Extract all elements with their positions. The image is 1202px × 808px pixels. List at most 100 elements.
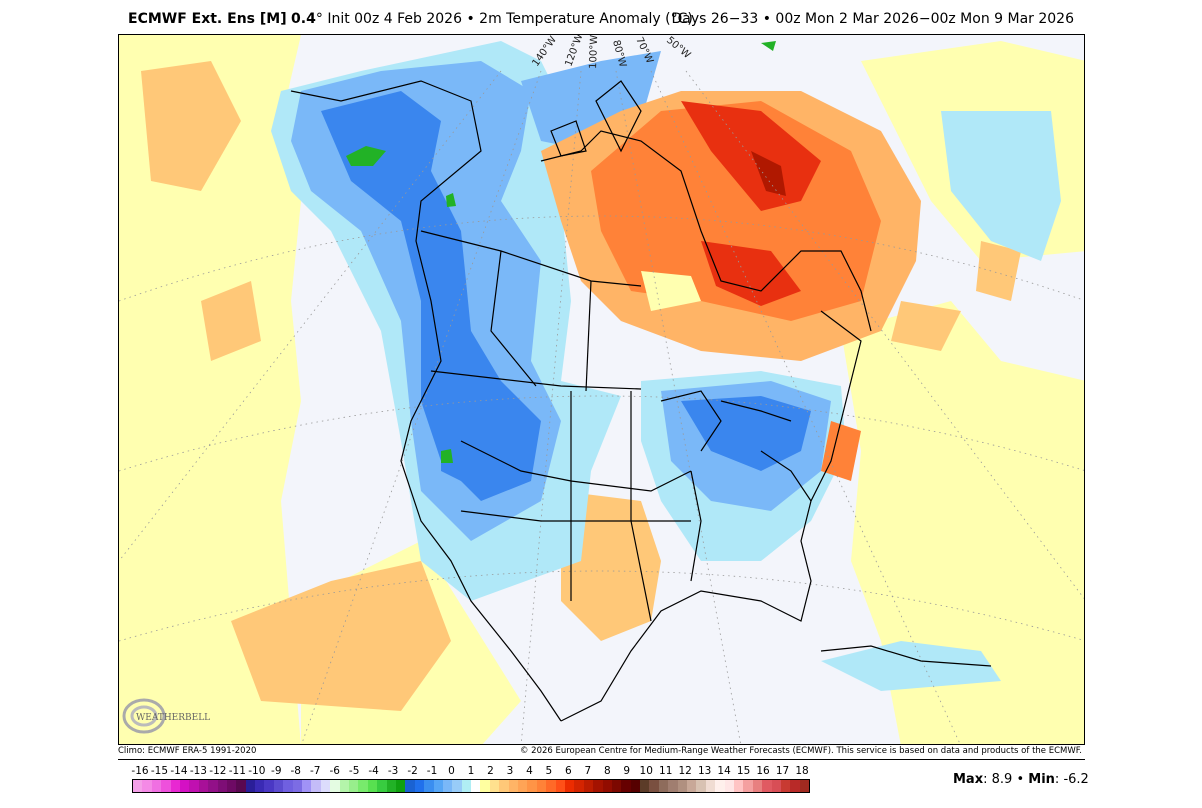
colorbar-swatch bbox=[302, 780, 312, 792]
colorbar-swatch bbox=[330, 780, 340, 792]
colorbar-label: 4 bbox=[526, 765, 533, 777]
max-min-stats: Max: 8.9 • Min: -6.2 bbox=[953, 772, 1089, 787]
colorbar-label: -8 bbox=[290, 765, 301, 777]
copyright-note: © 2026 European Centre for Medium-Range … bbox=[519, 746, 1082, 756]
colorbar-swatch bbox=[405, 780, 415, 792]
colorbar-swatch bbox=[687, 780, 697, 792]
colorbar-swatch bbox=[799, 780, 810, 792]
colorbar-swatch bbox=[208, 780, 218, 792]
colorbar-swatch bbox=[217, 780, 227, 792]
colorbar-label: -1 bbox=[426, 765, 438, 777]
climatology-note: Climo: ECMWF ERA-5 1991-2020 bbox=[118, 746, 257, 756]
colorbar-swatch bbox=[142, 780, 152, 792]
colorbar-swatch bbox=[790, 780, 800, 792]
colorbar-swatch bbox=[480, 780, 490, 792]
colorbar-swatch bbox=[273, 780, 284, 792]
model-resolution: 0.4 bbox=[291, 11, 316, 27]
graticule bbox=[119, 70, 1084, 744]
colorbar-label: 12 bbox=[678, 765, 692, 777]
colorbar-label: 16 bbox=[756, 765, 770, 777]
anomaly-fill-warm-canada bbox=[541, 91, 921, 481]
init-time: Init 00z 4 Feb 2026 bbox=[327, 11, 462, 27]
colorbar-swatch bbox=[762, 780, 772, 792]
valid-period: Days 26−33 • 00z Mon 2 Mar 2026−00z Mon … bbox=[671, 11, 1075, 27]
colorbar-swatch bbox=[611, 780, 622, 792]
model-name: ECMWF Ext. Ens [M] bbox=[128, 11, 287, 27]
colorbar-swatch bbox=[255, 780, 265, 792]
lon-label-140w: 140°W bbox=[530, 35, 559, 69]
colorbar-swatch bbox=[527, 780, 537, 792]
colorbar-label: -16 bbox=[131, 765, 149, 777]
colorbar-swatch bbox=[621, 780, 631, 792]
colorbar-swatch bbox=[433, 780, 443, 792]
map-title: ECMWF Ext. Ens [M] 0.4° Init 00z 4 Feb 2… bbox=[128, 11, 693, 27]
variable-name: 2m Temperature Anomaly (°C) bbox=[479, 11, 693, 27]
colorbar-swatch bbox=[264, 780, 274, 792]
colorbar-label: -11 bbox=[228, 765, 246, 777]
colorbar-label: -4 bbox=[368, 765, 379, 777]
colorbar-swatch bbox=[320, 780, 331, 792]
colorbar-label: 7 bbox=[584, 765, 592, 777]
max-value: 8.9 bbox=[991, 772, 1013, 787]
map-canvas: 140°W 120°W 100°W 80°W 70°W 50°W bbox=[119, 35, 1084, 744]
colorbar-label: -13 bbox=[189, 765, 207, 777]
weatherbell-logo: WEATHERBELL bbox=[122, 696, 212, 736]
separator: • bbox=[1016, 772, 1025, 787]
colorbar-swatch bbox=[508, 780, 519, 792]
colorbar-label: 3 bbox=[506, 765, 514, 777]
colorbar-swatch bbox=[715, 780, 725, 792]
colorbar-label: -3 bbox=[387, 765, 399, 777]
colorbar-swatch bbox=[424, 780, 434, 792]
colorbar-swatch bbox=[743, 780, 753, 792]
colorbar-label: 9 bbox=[623, 765, 631, 777]
colorbar-swatch bbox=[339, 780, 349, 792]
colorbar-swatch bbox=[377, 780, 387, 792]
colorbar-swatch bbox=[564, 780, 575, 792]
colorbar-swatch bbox=[189, 780, 199, 792]
colorbar-label: 0 bbox=[448, 765, 455, 777]
anomaly-fill-coldest bbox=[346, 41, 776, 463]
colorbar-label: 11 bbox=[659, 765, 673, 777]
colorbar-label: 15 bbox=[736, 765, 751, 777]
colorbar-swatch bbox=[536, 780, 547, 792]
colorbar-swatch bbox=[518, 780, 528, 792]
colorbar-label: 1 bbox=[467, 765, 475, 777]
colorbar-swatch bbox=[395, 780, 406, 792]
colorbar-swatch bbox=[348, 780, 359, 792]
colorbar-swatch bbox=[358, 780, 368, 792]
lon-label-120w: 120°W bbox=[563, 35, 585, 68]
colorbar-swatch bbox=[705, 780, 716, 792]
colorbar-swatch bbox=[161, 780, 171, 792]
lon-label-50w: 50°W bbox=[664, 35, 692, 61]
colorbar-swatch bbox=[151, 780, 162, 792]
colorbar-swatch bbox=[245, 780, 256, 792]
colorbar-label: -6 bbox=[329, 765, 340, 777]
svg-text:WEATHERBELL: WEATHERBELL bbox=[136, 713, 210, 723]
colorbar-swatch bbox=[752, 780, 763, 792]
colorbar-swatch bbox=[414, 780, 425, 792]
colorbar bbox=[132, 779, 810, 793]
colorbar-swatch bbox=[724, 780, 734, 792]
colorbar-swatch bbox=[696, 780, 706, 792]
colorbar-swatch bbox=[555, 780, 565, 792]
colorbar-label: 8 bbox=[603, 765, 611, 777]
colorbar-swatch bbox=[630, 780, 641, 792]
colorbar-swatch bbox=[442, 780, 453, 792]
colorbar-swatch bbox=[602, 780, 612, 792]
temperature-anomaly-map: 140°W 120°W 100°W 80°W 70°W 50°W bbox=[118, 34, 1085, 745]
colorbar-labels: -16 -15 -14 -13 -12 -11 -10 -9 -8 -7 -6 -5 -4 -3 -2 -1 0… bbox=[131, 765, 810, 779]
colorbar-label: 18 bbox=[795, 765, 809, 777]
separator: • bbox=[466, 11, 475, 27]
colorbar-swatch bbox=[471, 780, 481, 792]
colorbar-swatch bbox=[198, 780, 209, 792]
colorbar-label: 13 bbox=[697, 765, 712, 777]
colorbar-label: 17 bbox=[775, 765, 790, 777]
colorbar-label: 6 bbox=[565, 765, 572, 777]
colorbar-label: -5 bbox=[348, 765, 360, 777]
colorbar-swatch bbox=[133, 780, 143, 792]
anomaly-fill-warm bbox=[141, 61, 1021, 711]
colorbar-swatch bbox=[489, 780, 500, 792]
lon-label-100w: 100°W bbox=[588, 35, 600, 69]
colorbar-swatch bbox=[226, 780, 237, 792]
colorbar-swatch bbox=[283, 780, 293, 792]
